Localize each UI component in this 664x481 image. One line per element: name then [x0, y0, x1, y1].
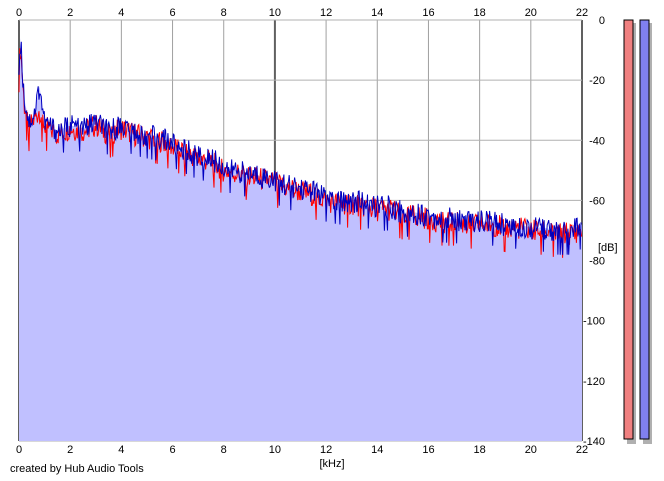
x-tick-label-top: 22 [576, 7, 588, 19]
level-meter-2 [639, 19, 650, 440]
x-tick-label-top: 6 [169, 7, 175, 19]
x-tick-label-top: 20 [525, 7, 537, 19]
level-meters [623, 19, 652, 444]
axis-ticks: 002244668810101212141416161818202022220-… [16, 7, 605, 456]
x-tick-label-top: 14 [371, 7, 383, 19]
x-tick-label-bottom: 20 [525, 444, 537, 456]
x-tick-label-top: 18 [474, 7, 486, 19]
y-tick-label: -100 [583, 316, 605, 328]
x-tick-label-top: 0 [16, 7, 22, 19]
x-tick-label-bottom: 18 [474, 444, 486, 456]
spectrum-series-line-2 [18, 41, 582, 255]
x-tick-label-bottom: 6 [169, 444, 175, 456]
y-tick-label: -80 [589, 256, 605, 268]
y-tick-label: -140 [583, 436, 605, 448]
x-tick-label-bottom: 10 [269, 444, 281, 456]
y-tick-label: -120 [583, 376, 605, 388]
level-meter-1 [623, 19, 634, 440]
credit-text: created by Hub Audio Tools [10, 463, 144, 475]
spectrum-series-layer [18, 41, 583, 258]
x-axis-unit-label: [kHz] [319, 458, 344, 470]
x-tick-label-top: 4 [118, 7, 124, 19]
x-tick-label-top: 8 [221, 7, 227, 19]
x-tick-label-bottom: 16 [422, 444, 434, 456]
x-tick-label-bottom: 4 [118, 444, 124, 456]
x-tick-label-top: 16 [422, 7, 434, 19]
y-tick-label: -60 [589, 195, 605, 207]
x-tick-label-bottom: 0 [16, 444, 22, 456]
x-tick-label-bottom: 12 [320, 444, 332, 456]
x-tick-label-bottom: 8 [221, 444, 227, 456]
x-tick-label-bottom: 14 [371, 444, 383, 456]
x-tick-label-top: 10 [269, 7, 281, 19]
x-tick-label-bottom: 2 [67, 444, 73, 456]
y-tick-label: -20 [589, 75, 605, 87]
y-tick-label: 0 [599, 15, 605, 27]
y-axis-unit-label: [dB] [598, 242, 618, 254]
x-tick-label-bottom: 22 [576, 444, 588, 456]
y-tick-label: -40 [589, 135, 605, 147]
x-tick-label-top: 12 [320, 7, 332, 19]
x-tick-label-top: 2 [67, 7, 73, 19]
